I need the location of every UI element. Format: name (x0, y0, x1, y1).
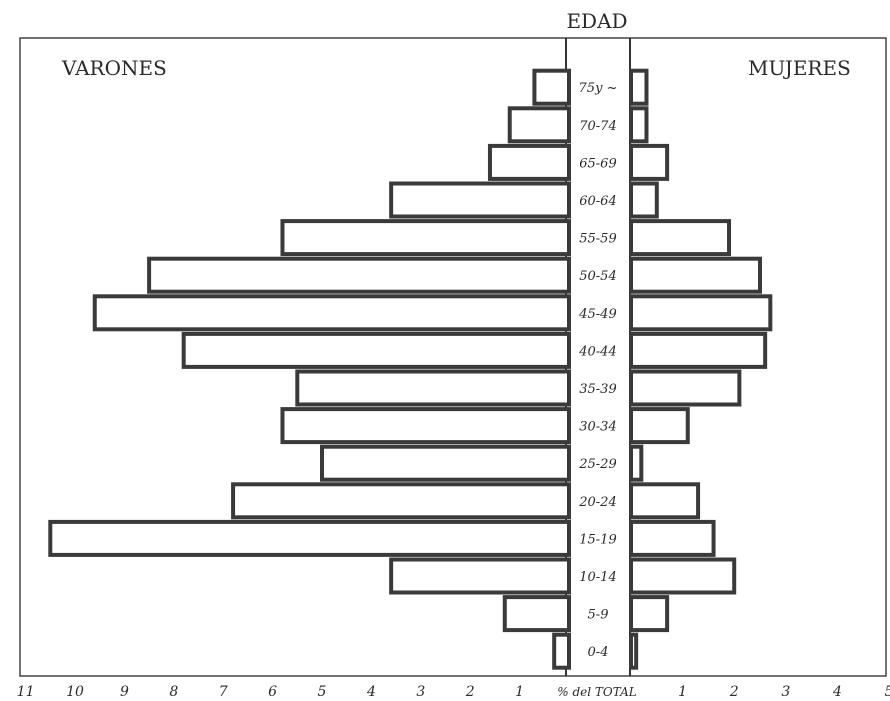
x-tick-label-left: 3 (416, 684, 425, 700)
age-group-label: 60-64 (579, 194, 616, 209)
bar-mujeres-5-9 (629, 595, 670, 633)
bar-varones-70-74 (507, 106, 571, 144)
age-group-label: 15-19 (579, 532, 616, 547)
bar-mujeres-50-54 (629, 256, 762, 294)
bar-varones-40-44 (181, 331, 571, 369)
bar-mujeres-25-29 (629, 444, 644, 482)
tick-labels-group: 111098765432112345 (17, 684, 890, 700)
bar-varones-45-49 (92, 294, 571, 332)
age-group-label: 55-59 (579, 232, 616, 247)
age-group-label: 10-14 (579, 570, 616, 585)
bar-mujeres-15-19 (629, 519, 716, 557)
bar-mujeres-35-39 (629, 369, 742, 407)
bar-mujeres-75-y-más (629, 68, 649, 106)
age-group-label: 70-74 (579, 119, 616, 134)
age-group-label: 65-69 (579, 156, 616, 171)
age-group-label: 20-24 (578, 495, 616, 510)
bar-mujeres-55-59 (629, 219, 732, 257)
x-tick-label-left: 11 (17, 684, 35, 700)
chart-title: EDAD (566, 9, 627, 33)
bar-varones-15-19 (48, 519, 572, 557)
bar-varones-5-9 (502, 595, 571, 633)
age-labels-group: 0-4 5-9 10-14 15-19 20-24 25-29 30-34 35-39 40-4… (578, 81, 617, 660)
age-group-label: 40-44 (578, 344, 616, 359)
x-tick-label-left: 2 (465, 684, 475, 700)
bar-varones-25-29 (320, 444, 571, 482)
bar-varones-65-69 (487, 143, 571, 181)
right-group-label: MUJERES (748, 56, 851, 80)
age-group-label: 30-34 (579, 420, 616, 435)
bar-mujeres-30-34 (629, 407, 690, 445)
x-tick-label-left: 1 (515, 684, 524, 700)
x-tick-label-right: 3 (781, 684, 790, 700)
bar-mujeres-40-44 (629, 331, 768, 369)
bar-varones-30-34 (280, 407, 571, 445)
age-group-label: 45-49 (578, 307, 616, 322)
age-group-label: 75y ~ (579, 81, 618, 96)
age-group-label: 35-39 (579, 382, 616, 397)
bar-mujeres-10-14 (629, 557, 737, 595)
x-tick-label-left: 7 (219, 684, 228, 700)
bar-mujeres-60-64 (629, 181, 659, 219)
age-group-label: 5-9 (588, 608, 609, 623)
bar-varones-35-39 (295, 369, 571, 407)
x-tick-label-left: 8 (169, 684, 178, 700)
x-tick-label-left: 4 (366, 684, 376, 700)
bar-varones-0-4 (552, 632, 571, 670)
age-group-label: 0-4 (588, 645, 609, 660)
bar-varones-10-14 (389, 557, 571, 595)
age-group-label: 25-29 (578, 457, 616, 472)
bar-mujeres-70-74 (629, 106, 649, 144)
x-tick-label-right: 5 (885, 684, 890, 700)
x-tick-label-left: 5 (318, 684, 327, 700)
bar-varones-75-y-más (532, 68, 571, 106)
bar-varones-50-54 (147, 256, 571, 294)
x-tick-label-right: 4 (832, 684, 842, 700)
x-tick-label-right: 2 (729, 684, 739, 700)
bar-varones-20-24 (231, 482, 572, 520)
bar-varones-55-59 (280, 219, 571, 257)
x-axis-label: % del TOTAL (557, 685, 637, 699)
left-group-label: VARONES (61, 56, 167, 80)
bar-mujeres-0-4 (629, 632, 639, 670)
x-tick-label-left: 9 (120, 684, 129, 700)
bar-varones-60-64 (389, 181, 571, 219)
bar-mujeres-20-24 (629, 482, 701, 520)
x-tick-label-left: 6 (268, 684, 277, 700)
bar-mujeres-45-49 (629, 294, 773, 332)
plot-frame (19, 37, 887, 677)
age-group-label: 50-54 (579, 269, 616, 284)
bars-group (48, 68, 773, 670)
x-tick-label-right: 1 (678, 684, 687, 700)
bar-mujeres-65-69 (629, 143, 670, 181)
x-tick-label-left: 10 (66, 684, 84, 700)
